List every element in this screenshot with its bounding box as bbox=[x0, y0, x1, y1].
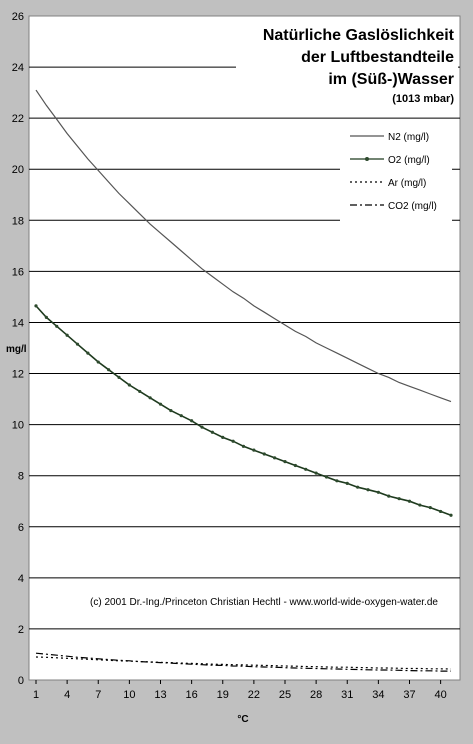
data-point-o2-5 bbox=[75, 342, 80, 346]
data-point-o2-26 bbox=[293, 463, 297, 468]
data-point-o2-1 bbox=[34, 304, 38, 308]
data-point-o2-6 bbox=[86, 351, 90, 355]
x-tick-label-13: 13 bbox=[154, 689, 166, 701]
series-line-co2 bbox=[35, 652, 451, 672]
series-line-n2 bbox=[35, 89, 452, 403]
y-tick-label-12: 12 bbox=[12, 369, 24, 381]
y-tick-label-8: 8 bbox=[18, 471, 24, 483]
y-tick-label-2: 2 bbox=[18, 624, 24, 636]
legend-label-co2: CO2 (mg/l) bbox=[388, 201, 437, 212]
y-tick-label-18: 18 bbox=[12, 215, 24, 227]
data-point-o2-21 bbox=[241, 444, 246, 448]
data-point-o2-34 bbox=[376, 490, 380, 494]
title-line-2: der Luftbestandteile bbox=[301, 49, 454, 66]
data-point-o2-29 bbox=[324, 475, 329, 479]
data-point-o2-16 bbox=[190, 419, 194, 423]
y-tick-label-10: 10 bbox=[12, 420, 24, 432]
data-point-o2-33 bbox=[366, 488, 370, 492]
y-tick-label-24: 24 bbox=[12, 62, 24, 74]
x-tick-label-7: 7 bbox=[95, 689, 101, 701]
data-point-o2-13 bbox=[158, 402, 163, 406]
legend-label-n2: N2 (mg/l) bbox=[388, 132, 429, 143]
legend-background bbox=[340, 122, 452, 230]
title-line-1: Natürliche Gaslöslichkeit bbox=[263, 27, 455, 44]
data-point-o2-41 bbox=[449, 513, 453, 517]
x-tick-label-34: 34 bbox=[372, 689, 384, 701]
data-point-o2-17 bbox=[200, 425, 204, 429]
legend: N2 (mg/l) O2 (mg/l) Ar (mg/l) CO2 (mg/l) bbox=[340, 122, 452, 230]
x-tick-label-4: 4 bbox=[64, 689, 70, 701]
data-point-o2-10 bbox=[127, 383, 131, 387]
y-tick-label-16: 16 bbox=[12, 266, 24, 278]
legend-label-o2: O2 (mg/l) bbox=[388, 155, 430, 166]
data-point-o2-15 bbox=[179, 414, 183, 418]
data-point-o2-4 bbox=[65, 333, 69, 337]
copyright-annotation: (c) 2001 Dr.-Ing./Princeton Christian He… bbox=[90, 597, 438, 608]
y-tick-label-22: 22 bbox=[12, 113, 24, 125]
data-point-o2-38 bbox=[418, 503, 422, 507]
y-tick-label-4: 4 bbox=[18, 573, 24, 585]
x-tick-label-40: 40 bbox=[435, 689, 447, 701]
data-point-o2-2 bbox=[44, 315, 48, 319]
data-point-o2-7 bbox=[96, 360, 100, 364]
chart-subtitle: (1013 mbar) bbox=[392, 93, 454, 105]
data-point-o2-30 bbox=[335, 479, 339, 483]
data-point-o2-39 bbox=[428, 506, 432, 510]
x-tick-label-37: 37 bbox=[403, 689, 415, 701]
data-point-o2-27 bbox=[304, 467, 308, 471]
y-tick-label-14: 14 bbox=[12, 317, 24, 329]
data-point-o2-8 bbox=[107, 368, 111, 372]
data-point-o2-28 bbox=[314, 471, 318, 475]
series-layer bbox=[34, 89, 453, 672]
y-tick-label-0: 0 bbox=[18, 675, 24, 687]
y-tick-label-26: 26 bbox=[12, 11, 24, 23]
data-point-o2-20 bbox=[231, 439, 235, 443]
data-point-o2-24 bbox=[273, 456, 277, 460]
x-tick-label-22: 22 bbox=[248, 689, 260, 701]
data-point-o2-9 bbox=[117, 375, 121, 379]
data-point-o2-3 bbox=[55, 324, 59, 328]
x-tick-label-10: 10 bbox=[123, 689, 135, 701]
data-point-o2-14 bbox=[169, 408, 173, 413]
data-point-o2-11 bbox=[138, 389, 142, 394]
x-tick-label-28: 28 bbox=[310, 689, 322, 701]
data-point-o2-31 bbox=[345, 481, 349, 485]
x-tick-label-31: 31 bbox=[341, 689, 353, 701]
legend-marker-o2 bbox=[365, 157, 369, 161]
data-point-o2-23 bbox=[262, 452, 266, 456]
title-line-3: im (Süß-)Wasser bbox=[328, 71, 454, 88]
data-point-o2-40 bbox=[439, 509, 443, 514]
data-point-o2-19 bbox=[221, 435, 225, 439]
x-tick-label-19: 19 bbox=[217, 689, 229, 701]
data-point-o2-36 bbox=[397, 497, 401, 501]
y-axis-label: mg/l bbox=[6, 344, 27, 355]
series-line-ar bbox=[35, 656, 452, 670]
title-background bbox=[236, 22, 458, 108]
data-point-o2-35 bbox=[387, 494, 391, 498]
x-tick-label-25: 25 bbox=[279, 689, 291, 701]
data-point-o2-37 bbox=[407, 499, 412, 503]
chart-title: Natürliche Gaslöslichkeit der Luftbestan… bbox=[236, 22, 458, 108]
data-point-o2-25 bbox=[283, 460, 287, 464]
y-tick-label-20: 20 bbox=[12, 164, 24, 176]
plot-area bbox=[28, 15, 461, 681]
x-tick-label-1: 1 bbox=[33, 689, 39, 701]
data-point-o2-18 bbox=[210, 430, 214, 434]
data-point-o2-32 bbox=[356, 485, 360, 489]
x-tick-label-16: 16 bbox=[186, 689, 198, 701]
data-point-o2-12 bbox=[148, 396, 152, 400]
y-tick-label-6: 6 bbox=[18, 522, 24, 534]
legend-label-ar: Ar (mg/l) bbox=[388, 178, 426, 189]
x-axis-label: °C bbox=[237, 714, 248, 725]
data-point-o2-22 bbox=[252, 448, 256, 452]
